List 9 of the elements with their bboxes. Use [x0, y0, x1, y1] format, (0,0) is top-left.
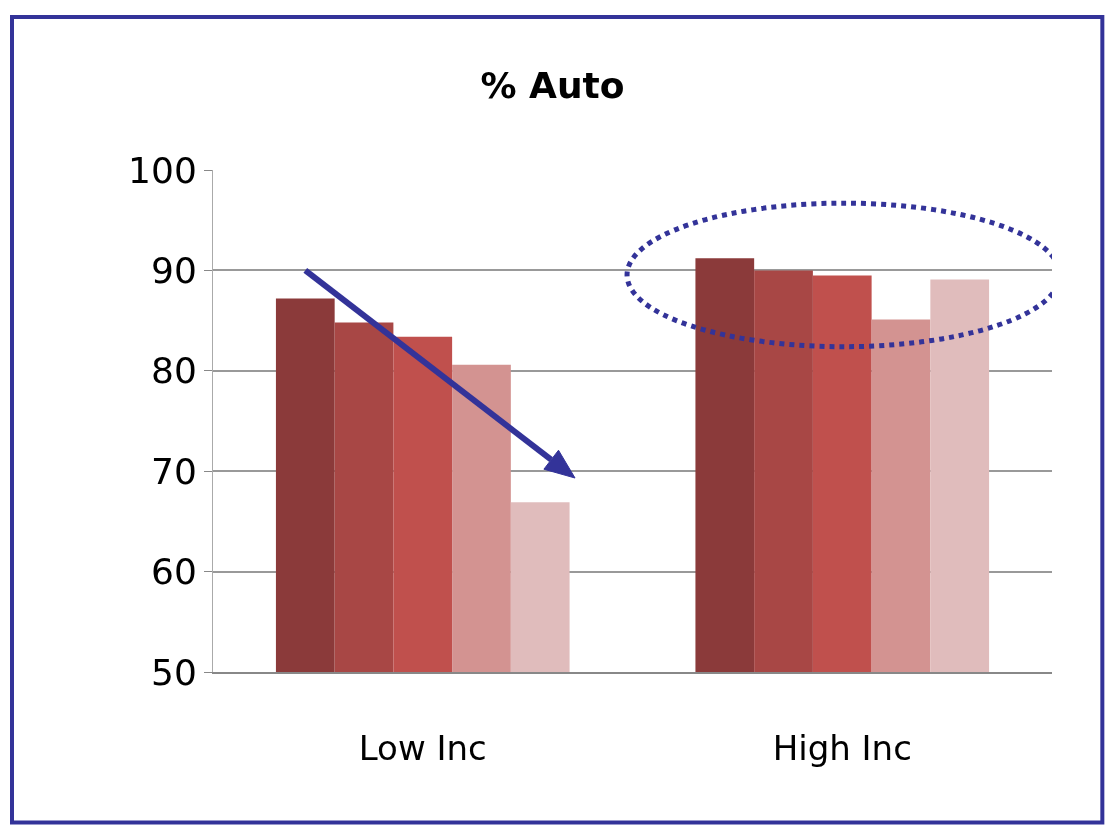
chart-title: % Auto — [480, 64, 625, 106]
x-tick-label: High Inc — [772, 727, 912, 768]
x-tick-label: Low Inc — [358, 727, 487, 768]
y-tick-label: 100 — [128, 149, 197, 191]
y-tick-label: 90 — [150, 250, 197, 291]
y-tick-label: 50 — [150, 651, 197, 693]
y-tick-label: 60 — [150, 551, 197, 593]
y-tick-label: 70 — [150, 450, 197, 492]
y-tick-label: 80 — [150, 350, 197, 392]
